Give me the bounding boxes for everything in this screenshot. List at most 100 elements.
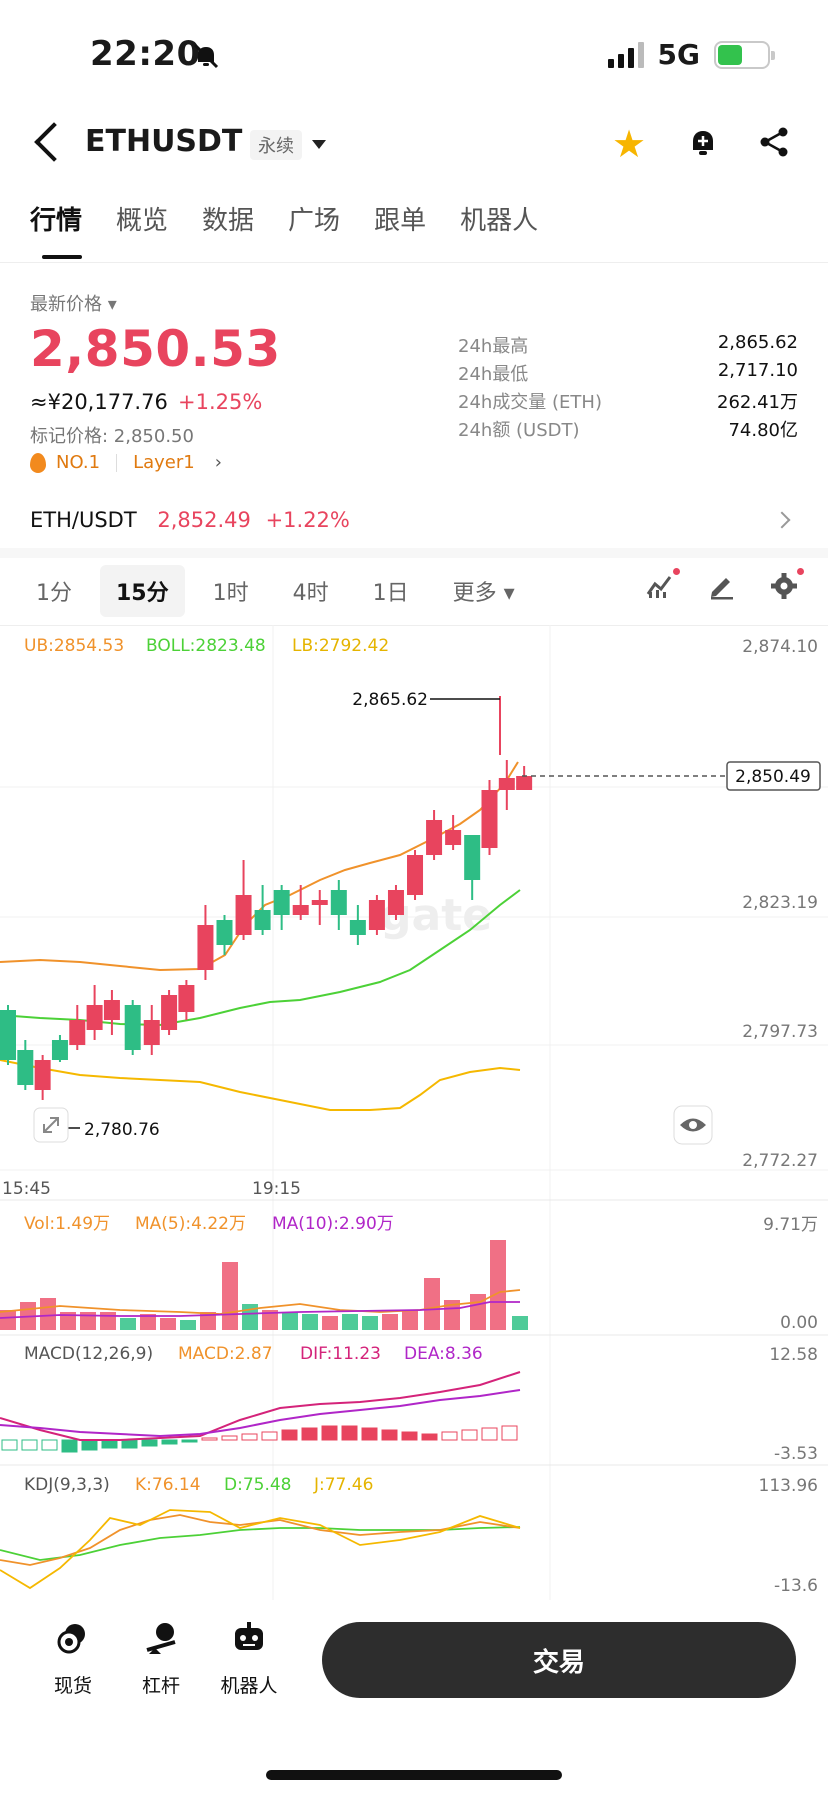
interval-1d[interactable]: 1日	[372, 581, 409, 606]
nav-bot-label: 机器人	[220, 1675, 278, 1697]
vol-ma5-line	[0, 1289, 521, 1315]
vol-ma5-label: MA(5):4.22万	[135, 1214, 246, 1234]
interval-1h[interactable]: 1时	[212, 581, 249, 606]
interval-more[interactable]: 更多 ▾	[452, 581, 515, 606]
kdj-min-label: -13.6	[774, 1576, 818, 1596]
favorite-star-icon[interactable]: ★	[612, 122, 647, 166]
spot-pair-change: +1.22%	[265, 508, 350, 532]
trade-button[interactable]: 交易	[322, 1622, 796, 1698]
header: ETHUSDT 永续 ★	[0, 112, 828, 182]
stat-row: 24h最低 2,717.10	[458, 360, 798, 388]
home-indicator	[266, 1770, 562, 1780]
interval-15m[interactable]: 15分	[100, 565, 185, 617]
rank-label: NO.1	[56, 452, 101, 473]
draw-pen-icon[interactable]	[708, 572, 736, 600]
fullscreen-icon[interactable]	[33, 1107, 69, 1143]
vol-min-label: 0.00	[780, 1313, 818, 1333]
volume-bars	[0, 1240, 528, 1330]
signal-icon	[607, 41, 644, 68]
symbol-dropdown-icon[interactable]	[312, 140, 326, 149]
mute-bell-icon	[193, 43, 219, 69]
y-axis-label: 2,874.10	[742, 637, 818, 657]
stat-value: 2,865.62	[717, 332, 798, 353]
stat-row: 24h最高 2,865.62	[458, 332, 798, 360]
tab-copy-trade[interactable]: 跟单	[374, 206, 427, 236]
vol-label: Vol:1.49万	[24, 1214, 110, 1234]
nav-margin-label: 杠杆	[141, 1675, 180, 1697]
robot-icon	[235, 1622, 263, 1650]
chevron-right-icon[interactable]	[773, 511, 791, 529]
y-axis-label: 2,797.73	[742, 1022, 818, 1042]
contract-type-badge: 永续	[250, 130, 302, 160]
interval-1m[interactable]: 1分	[36, 581, 72, 606]
tab-overview[interactable]: 概览	[116, 206, 169, 236]
time-label: 19:15	[252, 1179, 301, 1199]
tab-market[interactable]: 行情	[30, 200, 83, 259]
spot-coins-icon	[57, 1624, 85, 1654]
kdj-title: KDJ(9,3,3)	[24, 1475, 110, 1495]
eye-icon[interactable]	[673, 1105, 713, 1145]
stat-value: 262.41万	[717, 392, 798, 413]
nav-bot[interactable]: 机器人	[204, 1620, 294, 1698]
latest-price: 2,850.53	[30, 320, 281, 378]
macd-value: MACD:2.87	[178, 1344, 273, 1364]
macd-min-label: -3.53	[774, 1444, 818, 1464]
vol-ma10-label: MA(10):2.90万	[272, 1214, 394, 1234]
chart-top-divider	[0, 625, 828, 626]
back-icon[interactable]	[34, 122, 74, 162]
kdj-d-value: D:75.48	[224, 1475, 292, 1495]
category-label: Layer1	[133, 452, 195, 473]
status-time: 22:20	[90, 34, 201, 74]
share-icon[interactable]	[758, 126, 790, 158]
lb-line	[0, 1059, 521, 1111]
kline-chart[interactable]: UB:2854.53 BOLL:2823.48 LB:2792.42 2,874…	[0, 625, 828, 1610]
dif-line	[0, 1371, 521, 1441]
spot-pair-price: 2,852.49	[157, 508, 251, 532]
vol-max-label: 9.71万	[763, 1215, 818, 1235]
stat-row: 24h成交量 (ETH) 262.41万	[458, 388, 798, 416]
stat-label: 24h最高	[458, 336, 529, 357]
stat-label: 24h最低	[458, 364, 529, 385]
tab-data[interactable]: 数据	[202, 206, 255, 236]
dea-value: DEA:8.36	[404, 1344, 483, 1364]
current-price-tag: 2,850.49	[735, 767, 811, 787]
price-alert-icon[interactable]	[688, 126, 718, 158]
stat-row: 24h额 (USDT) 74.80亿	[458, 416, 798, 444]
ub-label: UB:2854.53	[24, 636, 124, 656]
settings-gear-icon[interactable]	[770, 568, 804, 600]
high-price-label: 2,865.62	[352, 690, 428, 710]
interval-bar: 1分 15分 1时 4时 1日 更多 ▾	[20, 565, 543, 617]
fire-icon	[30, 452, 46, 473]
chevron-right-icon: ›	[214, 452, 222, 473]
stat-value: 74.80亿	[728, 420, 798, 441]
cny-price: ≈¥20,177.76	[30, 390, 168, 414]
kdj-max-label: 113.96	[759, 1476, 818, 1496]
status-right: 5G	[607, 38, 775, 71]
symbol-title[interactable]: ETHUSDT	[85, 124, 243, 159]
low-price-label: 2,780.76	[84, 1120, 160, 1140]
spot-pair-row[interactable]: ETH/USDT 2,852.49 +1.22%	[30, 508, 350, 532]
rank-tags[interactable]: NO.1 Layer1 ›	[30, 452, 222, 473]
bottom-nav: 现货 杠杆 机器人	[0, 1620, 828, 1730]
stats-panel: 24h最高 2,865.62 24h最低 2,717.10 24h成交量 (ETH)…	[458, 332, 798, 444]
kdj-j-value: J:77.46	[313, 1475, 373, 1495]
chart-tools	[646, 568, 804, 600]
latest-price-label[interactable]: 最新价格 ▾	[30, 294, 117, 315]
price-change: +1.25%	[178, 390, 263, 414]
main-tabs: 行情 概览 数据 广场 跟单 机器人	[30, 200, 539, 259]
nav-margin[interactable]: 杠杆	[116, 1620, 206, 1698]
tabs-divider	[0, 262, 828, 263]
indicator-icon[interactable]	[646, 568, 680, 600]
dea-line	[0, 1389, 521, 1438]
candles	[0, 760, 533, 1100]
macd-max-label: 12.58	[769, 1345, 818, 1365]
tab-bot[interactable]: 机器人	[460, 206, 539, 236]
mark-price: 标记价格: 2,850.50	[30, 426, 194, 447]
nav-spot[interactable]: 现货	[28, 1620, 118, 1698]
boll-label: BOLL:2823.48	[146, 636, 266, 656]
kdj-k-value: K:76.14	[135, 1475, 201, 1495]
tab-square[interactable]: 广场	[288, 206, 341, 236]
interval-4h[interactable]: 4时	[292, 581, 329, 606]
stat-label: 24h额 (USDT)	[458, 420, 580, 441]
y-axis-label: 2,823.19	[742, 893, 818, 913]
